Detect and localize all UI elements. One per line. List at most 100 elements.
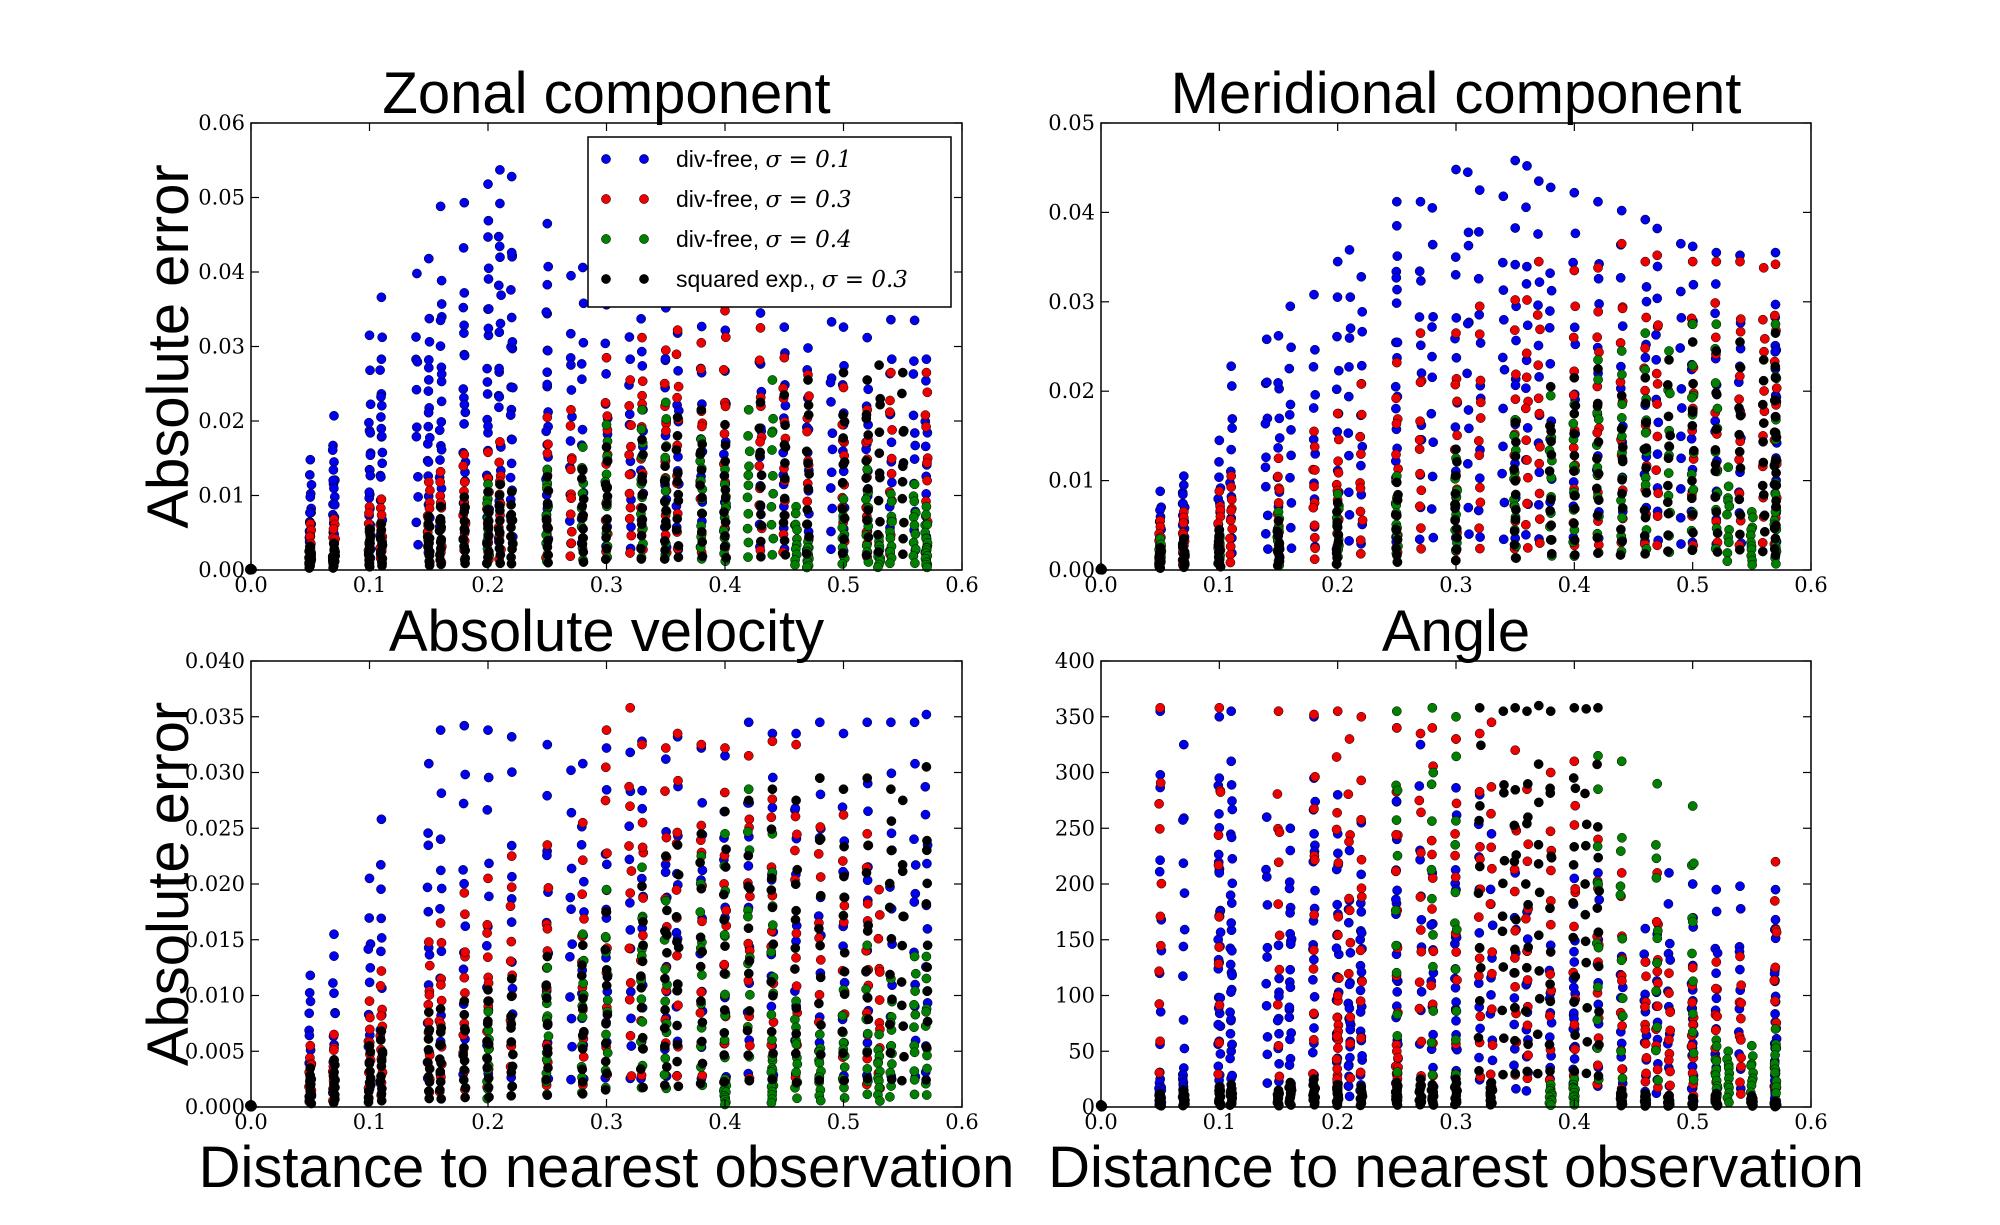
data-point xyxy=(435,501,446,512)
data-point xyxy=(910,1009,921,1020)
data-point xyxy=(839,900,850,911)
data-point xyxy=(601,442,612,452)
data-point xyxy=(376,510,387,520)
data-point xyxy=(637,376,648,387)
data-point xyxy=(1345,1038,1356,1049)
data-point xyxy=(1155,563,1166,573)
data-point xyxy=(1735,529,1745,540)
data-point xyxy=(600,795,611,806)
data-point xyxy=(577,513,588,523)
data-point xyxy=(696,996,706,1006)
data-point xyxy=(1155,486,1166,497)
data-point xyxy=(1534,887,1545,898)
data-point xyxy=(1545,767,1556,778)
data-point xyxy=(862,940,873,951)
data-point xyxy=(424,1077,435,1087)
data-point xyxy=(328,978,338,988)
data-point xyxy=(1156,1100,1167,1111)
legend-marker xyxy=(601,274,611,284)
x-tick-label: 0.1 xyxy=(353,573,386,597)
data-point xyxy=(909,1022,919,1033)
data-point xyxy=(1569,702,1580,713)
data-point xyxy=(697,1070,708,1081)
data-point xyxy=(697,916,707,927)
data-point xyxy=(742,523,753,534)
data-point xyxy=(1593,495,1604,505)
data-point xyxy=(577,960,587,970)
data-point xyxy=(1474,971,1484,981)
data-point xyxy=(719,915,729,925)
data-point xyxy=(886,816,897,826)
x-tick-label: 0.5 xyxy=(827,573,860,597)
data-point xyxy=(695,857,705,868)
data-point xyxy=(1274,930,1285,941)
data-point xyxy=(1509,526,1520,537)
data-point xyxy=(1759,346,1769,357)
x-tick-label: 0.6 xyxy=(945,573,978,597)
data-point xyxy=(1155,1036,1165,1047)
data-point xyxy=(483,215,494,226)
data-point xyxy=(1215,787,1226,797)
data-point xyxy=(1545,1066,1555,1076)
data-point xyxy=(1497,257,1508,268)
data-point xyxy=(922,475,932,486)
data-point xyxy=(1615,890,1626,900)
y-tick-label: 0 xyxy=(1082,1095,1095,1119)
data-point xyxy=(1641,312,1652,323)
data-point xyxy=(838,728,849,739)
data-point xyxy=(1391,357,1402,368)
data-point xyxy=(1580,909,1591,920)
data-point xyxy=(1712,547,1723,557)
data-point xyxy=(697,508,708,519)
data-point xyxy=(565,421,576,431)
data-point xyxy=(1178,480,1189,490)
data-point xyxy=(1308,974,1318,985)
data-point xyxy=(483,725,493,735)
y-tick-label: 0.01 xyxy=(1048,469,1095,493)
data-point xyxy=(672,985,682,996)
data-point xyxy=(577,855,588,866)
data-point xyxy=(1736,980,1747,991)
data-point xyxy=(542,951,553,962)
data-point xyxy=(1570,550,1580,560)
data-point xyxy=(899,1051,909,1062)
data-point xyxy=(1486,828,1497,839)
data-point xyxy=(424,990,435,1000)
data-point xyxy=(671,445,682,455)
data-point xyxy=(768,413,778,424)
data-point xyxy=(1273,443,1283,453)
data-point xyxy=(672,950,682,961)
legend-marker xyxy=(601,154,611,164)
data-point xyxy=(1498,191,1509,202)
data-point xyxy=(423,1007,434,1018)
data-point xyxy=(1770,884,1781,895)
data-point xyxy=(839,1075,850,1086)
data-point xyxy=(838,322,849,332)
data-point xyxy=(1651,916,1662,927)
data-point xyxy=(1616,955,1627,966)
data-point xyxy=(1687,545,1698,556)
data-point xyxy=(1616,424,1627,434)
data-point xyxy=(1475,1011,1486,1022)
data-point xyxy=(1333,1043,1343,1053)
data-point xyxy=(1286,425,1296,435)
data-point xyxy=(1474,786,1485,797)
data-point xyxy=(436,937,447,948)
data-point xyxy=(673,365,683,376)
data-point xyxy=(1580,840,1591,851)
data-point xyxy=(1227,878,1238,889)
data-point xyxy=(720,806,730,817)
data-point xyxy=(898,1021,909,1031)
data-point xyxy=(1356,409,1367,420)
data-point xyxy=(482,1062,493,1073)
data-point xyxy=(1498,878,1508,889)
data-point xyxy=(755,500,766,511)
data-point xyxy=(1309,289,1319,300)
data-point xyxy=(1593,961,1604,972)
data-point xyxy=(1581,957,1592,968)
data-point xyxy=(1261,978,1272,989)
data-point xyxy=(862,1089,873,1100)
data-point xyxy=(1332,426,1343,437)
data-point xyxy=(1545,947,1556,957)
data-point xyxy=(436,559,446,570)
